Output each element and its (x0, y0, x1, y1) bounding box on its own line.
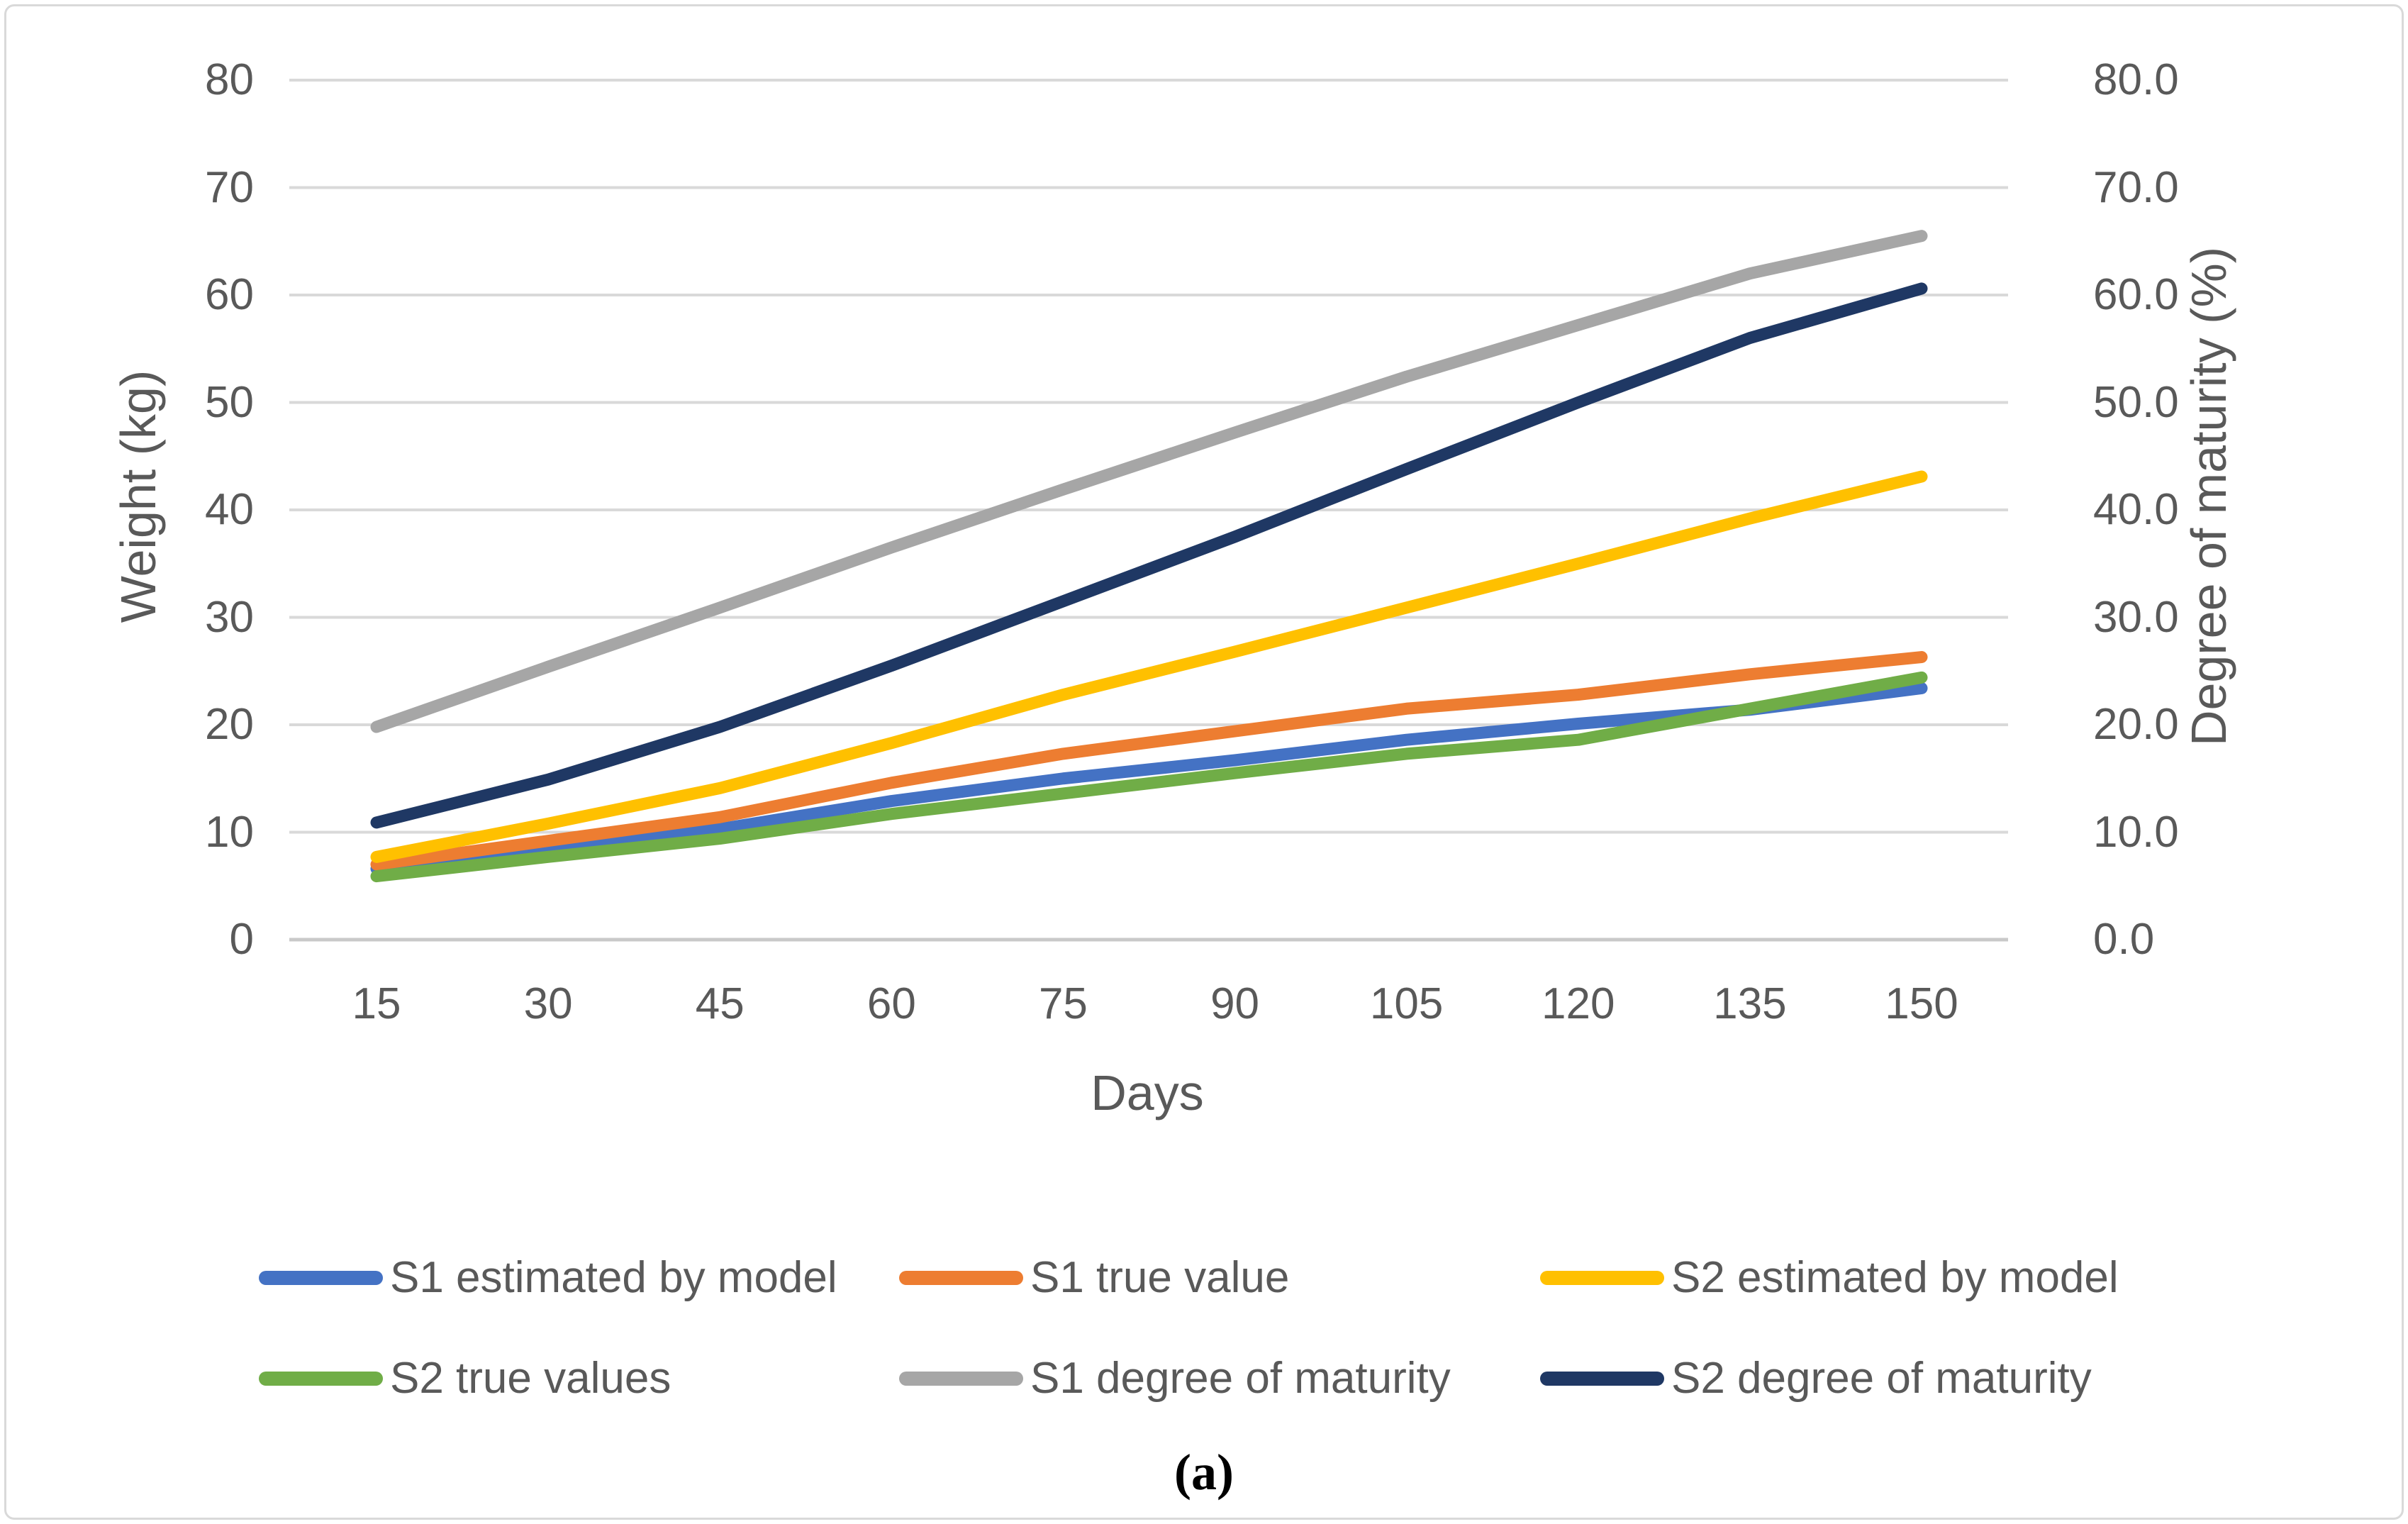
legend-label: S1 degree of maturity (1030, 1354, 1451, 1403)
y-axis-left-tick: 70 (205, 162, 254, 212)
figure-caption: (a) (1174, 1444, 1234, 1501)
legend-swatch-icon (1540, 1372, 1664, 1386)
y-axis-right-tick: 0.0 (2093, 915, 2155, 964)
x-axis-tick: 75 (1038, 979, 1088, 1028)
y-axis-left-tick: 60 (205, 270, 254, 319)
y-axis-right-tick: 20.0 (2093, 700, 2179, 749)
y-axis-left-tick: 20 (205, 700, 254, 749)
y-axis-left-tick: 40 (205, 485, 254, 534)
legend-item: S1 degree of maturity (899, 1354, 1451, 1403)
legend-swatch-icon (259, 1271, 383, 1285)
x-axis-tick: 150 (1885, 979, 1958, 1028)
y-axis-right-tick: 80.0 (2093, 55, 2179, 104)
y-axis-right-tick: 60.0 (2093, 270, 2179, 319)
y-axis-right-tick: 50.0 (2093, 377, 2179, 427)
y-axis-right-tick: 40.0 (2093, 485, 2179, 534)
x-axis-tick: 135 (1713, 979, 1787, 1028)
y-axis-right-tick: 30.0 (2093, 592, 2179, 642)
legend-swatch-icon (899, 1271, 1023, 1285)
y-axis-right-title: Degree of maturity (%) (2181, 246, 2236, 747)
legend-swatch-icon (259, 1372, 383, 1386)
y-axis-right-tick: 10.0 (2093, 807, 2179, 857)
y-axis-left-tick: 50 (205, 377, 254, 427)
x-axis-tick: 15 (352, 979, 401, 1028)
legend-item: S1 true value (899, 1253, 1289, 1303)
series-line-2 (370, 651, 1928, 871)
x-axis-tick: 30 (523, 979, 573, 1028)
x-axis-title: Days (1091, 1065, 1204, 1120)
legend-item: S1 estimated by model (259, 1253, 837, 1303)
series-line-1 (370, 682, 1928, 875)
legend-label: S2 estimated by model (1671, 1253, 2119, 1302)
legend-swatch-icon (1540, 1271, 1664, 1285)
series-line-5 (370, 230, 1928, 733)
series-line-4 (370, 671, 1928, 883)
x-axis-tick: 45 (695, 979, 745, 1028)
x-axis-tick: 60 (866, 979, 916, 1028)
series-line-6 (370, 282, 1928, 829)
y-axis-left-title: Weight (kg) (111, 369, 166, 623)
x-axis-tick: 105 (1369, 979, 1444, 1028)
legend-item: S2 estimated by model (1540, 1253, 2119, 1303)
legend-item: S2 true values (259, 1354, 671, 1403)
x-axis-tick: 120 (1542, 979, 1615, 1028)
y-axis-left-tick: 80 (205, 55, 254, 104)
legend-item: S2 degree of maturity (1540, 1354, 2092, 1403)
y-axis-right-tick: 70.0 (2093, 162, 2179, 212)
series-line-3 (370, 470, 1928, 863)
legend-label: S2 degree of maturity (1671, 1354, 2092, 1403)
legend-label: S2 true values (390, 1354, 671, 1403)
y-axis-left-tick: 10 (205, 807, 254, 857)
y-axis-left-tick: 0 (229, 915, 254, 964)
x-axis-tick: 90 (1210, 979, 1260, 1028)
legend-label: S1 true value (1030, 1253, 1290, 1302)
legend-label: S1 estimated by model (390, 1253, 837, 1302)
legend-swatch-icon (899, 1372, 1023, 1386)
y-axis-left-tick: 30 (205, 592, 254, 642)
